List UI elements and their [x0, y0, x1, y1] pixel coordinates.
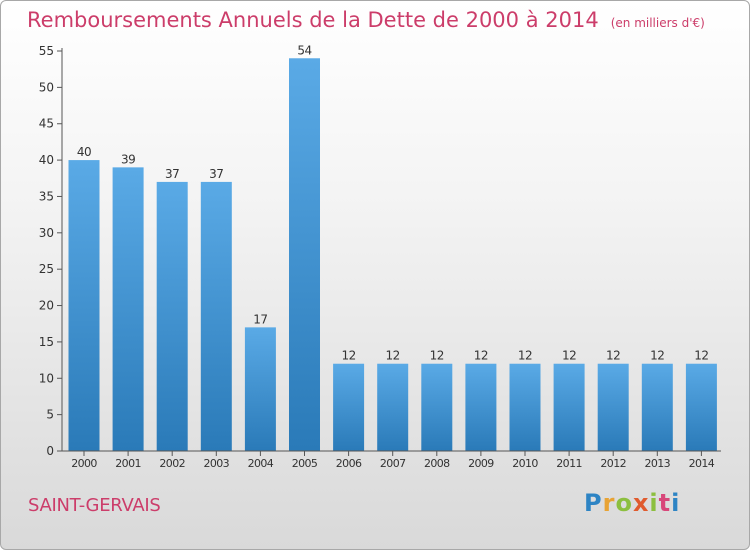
y-tick-label: 30	[39, 226, 54, 240]
y-tick-label: 50	[39, 80, 54, 94]
chart-title: Remboursements Annuels de la Dette de 20…	[27, 8, 705, 32]
x-tick-label: 2001	[115, 457, 141, 470]
bar	[289, 58, 320, 451]
x-tick-label: 2010	[512, 457, 538, 470]
bar-value-label: 12	[606, 349, 620, 363]
bar	[244, 327, 276, 451]
bar-value-label: 12	[518, 349, 532, 363]
x-tick-label: 2009	[468, 457, 494, 470]
x-tick-label: 2006	[336, 457, 362, 470]
unit-text: (en milliers d'€)	[610, 16, 705, 30]
y-tick-label: 5	[46, 408, 54, 422]
x-tick-label: 2013	[644, 457, 670, 470]
bar-value-label: 12	[430, 349, 444, 363]
x-tick-label: 2000	[71, 457, 97, 470]
y-tick-label: 10	[39, 371, 54, 385]
bar	[377, 363, 409, 451]
bar	[641, 363, 673, 451]
bar-value-label: 12	[386, 349, 400, 363]
bar	[112, 167, 144, 451]
x-tick-label: 2003	[203, 457, 229, 470]
y-tick-label: 35	[39, 189, 54, 203]
y-tick-label: 15	[39, 335, 54, 349]
bar-value-label: 12	[694, 349, 708, 363]
logo-letter: i	[671, 489, 681, 517]
proxiti-logo: Proxiti	[584, 489, 680, 517]
location-label: SAINT-GERVAIS	[28, 495, 161, 516]
bar	[200, 181, 232, 451]
bar-value-label: 54	[297, 43, 311, 57]
y-tick-label: 20	[39, 299, 54, 313]
logo-letter: i	[649, 489, 659, 517]
x-tick-label: 2002	[159, 457, 185, 470]
bar	[685, 363, 717, 451]
bar-value-label: 37	[165, 167, 179, 181]
bar	[68, 160, 100, 451]
bar	[156, 181, 188, 451]
logo-letter: P	[584, 489, 603, 517]
logo-letter: t	[658, 489, 672, 517]
logo-letter: r	[602, 489, 616, 517]
x-tick-label: 2005	[292, 457, 318, 470]
logo-letter: o	[615, 489, 633, 517]
bar-value-label: 37	[209, 167, 223, 181]
x-tick-label: 2004	[248, 457, 274, 470]
x-tick-label: 2012	[600, 457, 626, 470]
bar	[421, 363, 453, 451]
bar-value-label: 12	[650, 349, 664, 363]
bar	[465, 363, 497, 451]
logo-letter: x	[632, 489, 650, 517]
title-text: Remboursements Annuels de la Dette de 20…	[27, 8, 599, 32]
bar-value-label: 12	[341, 349, 355, 363]
bar-value-label: 39	[121, 152, 135, 166]
x-tick-label: 2007	[380, 457, 406, 470]
bar	[509, 363, 541, 451]
y-tick-label: 40	[39, 153, 54, 167]
x-tick-label: 2011	[556, 457, 582, 470]
bar-value-label: 17	[253, 312, 267, 326]
x-tick-label: 2008	[424, 457, 450, 470]
y-tick-label: 0	[46, 444, 54, 458]
bar-value-label: 12	[562, 349, 576, 363]
bar	[333, 363, 365, 451]
bar-value-label: 12	[474, 349, 488, 363]
bar	[553, 363, 585, 451]
x-tick-label: 2014	[689, 457, 715, 470]
bar	[597, 363, 629, 451]
y-tick-label: 25	[39, 262, 54, 276]
y-tick-label: 45	[39, 117, 54, 131]
bar-value-label: 40	[77, 145, 91, 159]
y-tick-label: 55	[39, 44, 54, 58]
